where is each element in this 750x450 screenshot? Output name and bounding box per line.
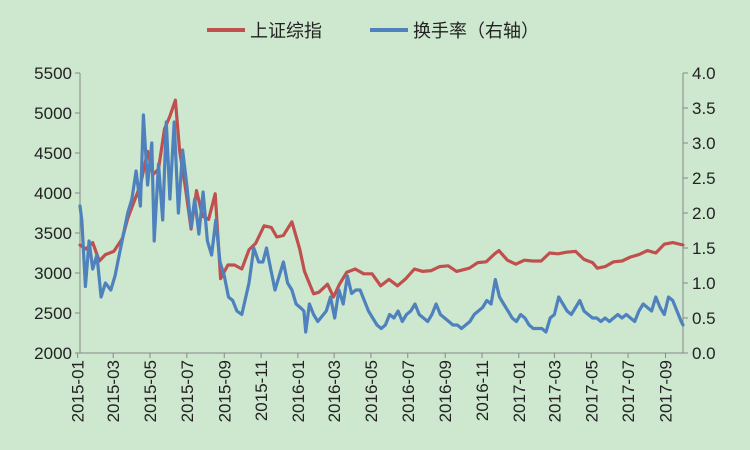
y-right-tick-label: 2.0 [692, 204, 716, 223]
x-tick-label: 2015-11 [252, 360, 271, 421]
y-right-tick-label: 1.0 [692, 274, 716, 293]
x-tick-label: 2016-11 [473, 360, 492, 421]
axes: 2000 2500 3000 3500 4000 4500 5000 5500 0.0 0.5 1.… [34, 64, 715, 422]
y-left-tick-label: 3000 [34, 264, 72, 283]
x-tick-label: 2015-03 [104, 360, 123, 422]
y-right-tick-label: 3.5 [692, 99, 716, 118]
y-left-tick-label: 3500 [34, 224, 72, 243]
x-tick-label: 2016-09 [436, 360, 455, 422]
y-left-tick-label: 2500 [34, 304, 72, 323]
y-right-tick-label: 2.5 [692, 169, 716, 188]
legend-label-turnover: 换手率（右轴） [413, 21, 539, 42]
x-tick-label: 2016-01 [289, 360, 308, 422]
y-right-tick-label: 0.0 [692, 344, 716, 363]
x-tick-label: 2015-01 [69, 360, 88, 422]
y-right-tick-label: 4.0 [692, 64, 716, 83]
x-tick-label: 2016-03 [325, 360, 344, 422]
legend: 上证综指 换手率（右轴） [207, 21, 539, 42]
y-right-tick-label: 3.0 [692, 134, 716, 153]
series-line-turnover [78, 113, 685, 334]
legend-label-shanghai: 上证综指 [250, 21, 322, 42]
x-tick-label: 2017-03 [545, 360, 564, 422]
x-tick-label: 2016-07 [399, 360, 418, 422]
y-right-tick-label: 0.5 [692, 309, 716, 328]
y-left-tick-label: 4500 [34, 144, 72, 163]
x-tick-label: 2016-05 [362, 360, 381, 422]
x-tick-label: 2015-07 [178, 360, 197, 422]
x-tick-label: 2015-09 [215, 360, 234, 422]
x-tick-label: 2017-01 [510, 360, 529, 422]
y-right-tick-label: 1.5 [692, 239, 716, 258]
y-left-tick-label: 5500 [34, 64, 72, 83]
y-left-tick-label: 2000 [34, 344, 72, 363]
x-tick-label: 2017-09 [656, 360, 675, 422]
series-layer [78, 98, 685, 334]
x-tick-label: 2015-05 [141, 360, 160, 422]
y-left-tick-label: 5000 [34, 104, 72, 123]
x-tick-label: 2017-07 [619, 360, 638, 422]
y-left-tick-label: 4000 [34, 184, 72, 203]
x-tick-label: 2017-05 [582, 360, 601, 422]
